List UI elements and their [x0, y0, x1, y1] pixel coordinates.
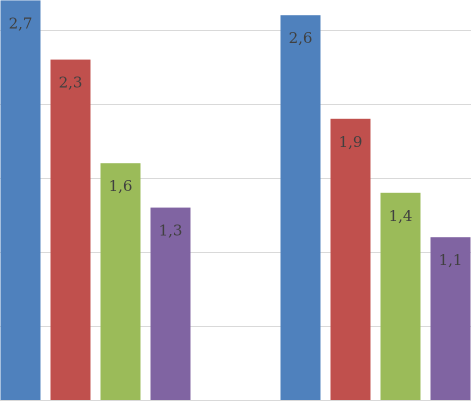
value-label: 1,9 [339, 133, 363, 151]
bar [330, 118, 371, 401]
bar [380, 192, 421, 400]
value-label: 2,6 [289, 29, 313, 47]
bar [50, 59, 91, 400]
value-label: 1,1 [439, 251, 463, 269]
value-label: 1,6 [109, 177, 133, 195]
bar [430, 237, 471, 400]
bar [0, 0, 41, 401]
bar [100, 163, 141, 400]
value-label: 1,4 [389, 207, 413, 225]
bar [280, 15, 321, 400]
value-label: 1,3 [159, 222, 183, 240]
value-label: 2,3 [59, 74, 83, 92]
bar [150, 207, 191, 400]
value-label: 2,7 [9, 14, 33, 32]
